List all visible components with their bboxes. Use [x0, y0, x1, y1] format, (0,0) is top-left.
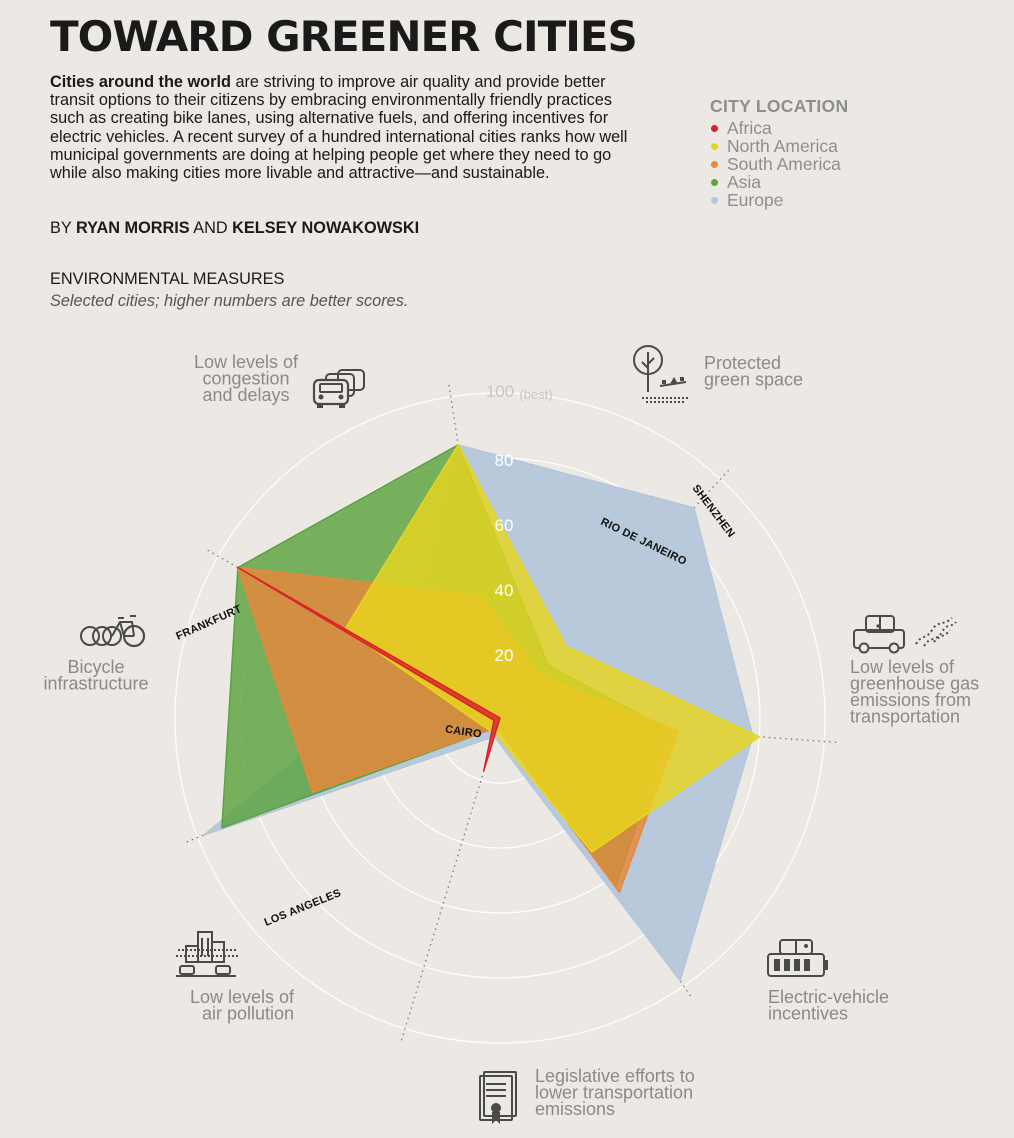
legend-item-north-america: North America [710, 137, 910, 155]
congestion-cars-icon [312, 369, 365, 408]
city-label-los-angeles: LOS ANGELES [263, 887, 343, 929]
legend-swatch [711, 196, 718, 204]
legend: CITY LOCATION Africa North America South A… [710, 96, 910, 209]
legend-label: South America [727, 154, 841, 174]
grid-ring-100 [174, 392, 826, 1044]
series-los-angeles [344, 444, 761, 853]
legend-swatch [711, 124, 718, 132]
byline: BY RYAN MORRIS AND KELSEY NOWAKOWSKI [50, 219, 419, 238]
tick-best-annotation: (best) [519, 387, 552, 402]
intro-body: are striving to improve air quality and … [50, 73, 628, 183]
intro-lead: Cities around the world [50, 73, 231, 91]
legend-swatch [711, 160, 718, 168]
greenhouse-gas-car-icon [853, 615, 957, 654]
axis-label-line: emissions from [850, 690, 971, 710]
city-label-cairo: CAIRO [444, 724, 482, 741]
tick-label-40: 40 [495, 581, 514, 600]
axis-label-line: greenhouse gas [850, 674, 979, 694]
tick-label-20: 20 [495, 646, 514, 665]
legend-title: CITY LOCATION [710, 96, 849, 116]
legend-label: Asia [727, 172, 762, 192]
legend-item-asia: Asia [710, 173, 910, 191]
axis-label-line: Protected [704, 353, 781, 373]
radar-ticks: 20 40 60 80 100 (best) [486, 382, 553, 665]
legend-item-south-america: South America [710, 155, 910, 173]
tick-label-100: 100 [486, 382, 514, 401]
section-title: ENVIRONMENTAL MEASURES [50, 270, 285, 288]
legislation-document-icon [479, 1071, 517, 1124]
intro-paragraph: Cities around the world are striving to … [50, 73, 650, 182]
legend-item-africa: Africa [710, 119, 910, 137]
byline-prefix: BY [50, 219, 76, 237]
legend-item-europe: Europe [710, 191, 910, 209]
series-cairo [237, 566, 501, 772]
tick-label-60: 60 [495, 516, 514, 535]
axis-label-line: Legislative efforts to [535, 1066, 695, 1086]
tick-label-80: 80 [495, 451, 514, 470]
legend-label: Africa [727, 118, 772, 138]
axis-label-line: congestion [202, 369, 289, 389]
axis-label-line: green space [704, 370, 803, 390]
axis-label-line: Low levels of [194, 352, 299, 372]
axis-label-line: Low levels of [850, 657, 955, 677]
page-title: TOWARD GREENER CITIES [50, 12, 638, 61]
axis-label-line: Bicycle [67, 657, 124, 677]
axis-label-line: transportation [850, 707, 960, 727]
radar-series [203, 444, 761, 982]
axis-label-line: Electric-vehicle [768, 987, 889, 1007]
axis-label-line: infrastructure [43, 674, 148, 694]
air-pollution-city-icon [176, 931, 240, 977]
section-subtitle: Selected cities; higher numbers are bett… [50, 292, 409, 310]
legend-label: North America [727, 136, 838, 156]
axis-label-line: emissions [535, 1099, 615, 1119]
byline-and: AND [189, 219, 233, 237]
author-2: KELSEY NOWAKOWSKI [232, 219, 420, 237]
axis-label-line: air pollution [202, 1004, 294, 1024]
axis-label-line: Low levels of [190, 987, 295, 1007]
bicycle-icon [80, 615, 146, 648]
axis-label-line: and delays [202, 385, 289, 405]
axis-label-line: lower transportation [535, 1083, 693, 1103]
legend-swatch [711, 178, 718, 186]
green-space-tree-icon [633, 345, 688, 403]
electric-vehicle-battery-icon [767, 939, 828, 977]
legend-items: Africa North America South America Asia Euro… [710, 119, 910, 209]
author-1: RYAN MORRIS [75, 219, 190, 237]
axis-line-0 [400, 717, 501, 1042]
axis-label-line: incentives [768, 1004, 848, 1024]
legend-swatch [711, 142, 718, 150]
legend-label: Europe [727, 190, 784, 210]
